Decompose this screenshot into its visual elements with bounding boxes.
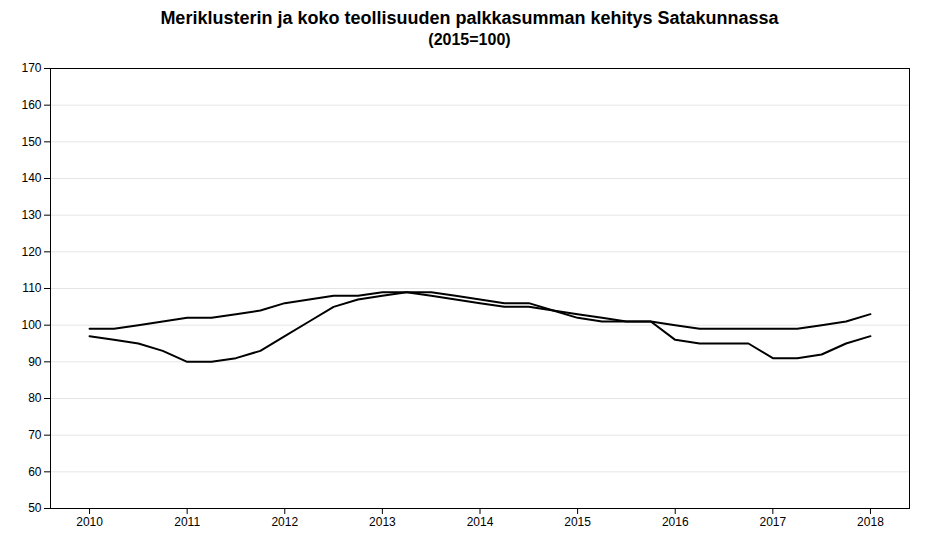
svg-text:140: 140	[21, 171, 41, 185]
svg-text:2012: 2012	[271, 515, 298, 529]
svg-text:150: 150	[21, 135, 41, 149]
svg-text:2017: 2017	[759, 515, 786, 529]
svg-text:2018: 2018	[857, 515, 884, 529]
svg-text:2014: 2014	[467, 515, 494, 529]
svg-text:70: 70	[28, 428, 42, 442]
svg-text:170: 170	[21, 61, 41, 75]
svg-text:2011: 2011	[174, 515, 200, 529]
svg-text:60: 60	[28, 465, 42, 479]
svg-text:90: 90	[28, 355, 42, 369]
svg-text:160: 160	[21, 98, 41, 112]
svg-text:50: 50	[28, 501, 42, 515]
svg-text:100: 100	[21, 318, 41, 332]
svg-text:80: 80	[28, 391, 42, 405]
html-text:(2015=100): (2015=100)	[428, 31, 511, 48]
svg-text:2015: 2015	[564, 515, 591, 529]
html-text:Meriklusterin ja koko teollisu: Meriklusterin ja koko teollisuuden palkk…	[160, 8, 779, 28]
svg-text:2013: 2013	[369, 515, 396, 529]
svg-text:2010: 2010	[76, 515, 103, 529]
svg-text:120: 120	[21, 245, 41, 259]
svg-text:110: 110	[22, 281, 41, 295]
svg-text:130: 130	[21, 208, 41, 222]
svg-text:2016: 2016	[662, 515, 689, 529]
